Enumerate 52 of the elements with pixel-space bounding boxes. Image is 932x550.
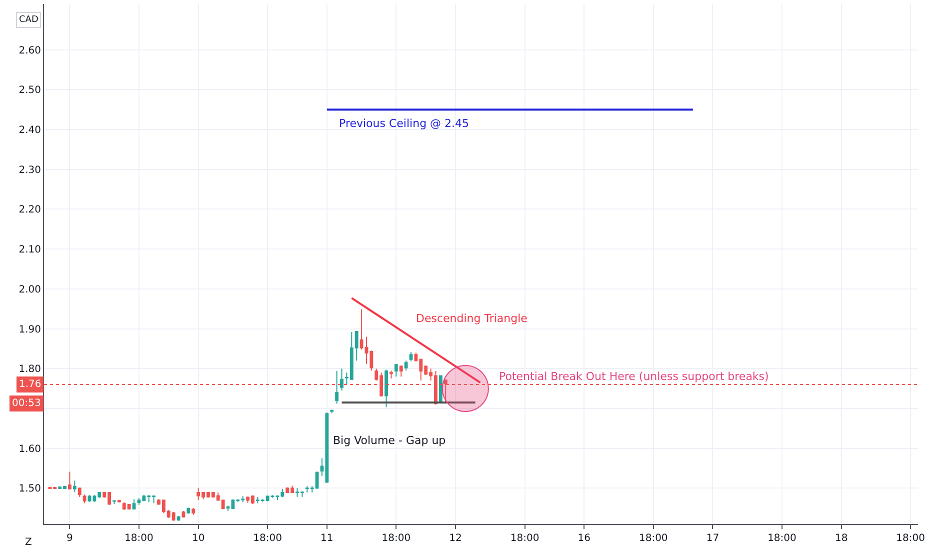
candlestick <box>176 516 180 522</box>
x-tick-label: 12 <box>449 533 462 544</box>
ref-line-label: 1.76 <box>19 379 42 390</box>
x-tick-label: 17 <box>706 533 720 544</box>
y-tick-label: 2.50 <box>18 85 41 96</box>
annotation: Big Volume - Gap up <box>333 434 446 447</box>
candlestick <box>399 364 403 378</box>
x-tick-label: 18:00 <box>510 533 540 544</box>
candlestick <box>132 498 136 510</box>
candlestick <box>117 500 121 503</box>
candlestick <box>384 369 388 408</box>
candlestick <box>404 360 408 372</box>
y-tick-label: 2.60 <box>18 45 41 56</box>
y-tick-label: 1.90 <box>18 324 41 336</box>
x-tick-label: 16 <box>578 533 590 544</box>
series-label: Previous Ceiling @ 2.45 <box>339 117 470 130</box>
y-tick-label: 2.10 <box>18 244 41 256</box>
series-label: Potential Break Out Here (unless support breaks) <box>499 370 769 383</box>
y-tick-label: 1.60 <box>18 444 41 455</box>
candlestick <box>78 487 82 498</box>
x-tick-label: 18:00 <box>638 533 668 544</box>
y-tick-label: 1.80 <box>18 364 41 376</box>
candlestick <box>192 508 196 516</box>
text: Z <box>25 537 32 548</box>
text: 00:53 <box>12 398 41 409</box>
candlestick <box>390 370 393 380</box>
y-tick-label: 1.50 <box>18 484 41 495</box>
x-tick-label: 18:00 <box>382 533 411 544</box>
x-tick-label: 18:00 <box>253 533 282 544</box>
x-tick-label: 9 <box>66 533 73 544</box>
candlestick <box>68 471 72 490</box>
candlestick <box>340 368 344 392</box>
candlestick <box>112 500 116 505</box>
candlestick <box>82 494 86 504</box>
y-tick-label: 2.20 <box>18 204 41 216</box>
y-tick-label: 2.30 <box>18 164 41 176</box>
series-label: Descending Triangle <box>416 312 528 325</box>
candlestick <box>186 507 190 514</box>
candlestick <box>330 409 334 414</box>
x-tick-label: 18:00 <box>896 533 925 544</box>
candlestick <box>409 351 413 362</box>
text: CAD <box>19 15 38 25</box>
x-tick-label: 18:00 <box>768 533 796 544</box>
candlestick <box>72 480 76 493</box>
candlestick <box>394 363 398 378</box>
candlestick <box>335 370 339 404</box>
y-tick-label: 2.00 <box>18 284 41 296</box>
x-tick-label: 10 <box>192 533 205 544</box>
y-tick-label: 2.40 <box>18 125 41 136</box>
x-tick-label: 11 <box>320 533 334 544</box>
x-tick-label: 18 <box>834 533 848 544</box>
x-tick-label: 18:00 <box>124 533 154 544</box>
